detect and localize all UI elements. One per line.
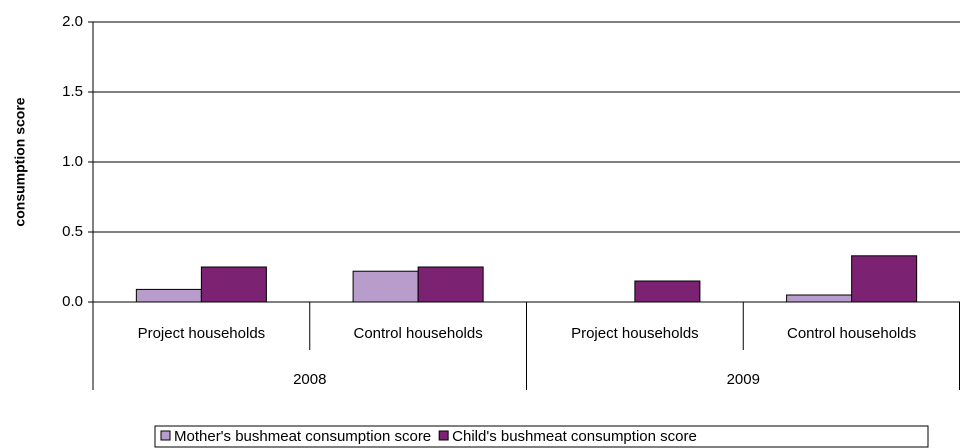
bar [417, 266, 484, 303]
bar [634, 280, 701, 303]
legend-swatch [438, 430, 449, 441]
legend-label: Mother's bushmeat consumption score [174, 428, 431, 445]
bar [352, 270, 419, 303]
bar [135, 288, 202, 303]
legend-label: Child's bushmeat consumption score [452, 428, 697, 445]
y-tick-label: 1.0 [62, 153, 83, 170]
group-label: 2009 [727, 371, 760, 388]
y-tick-label: 0.5 [62, 223, 83, 240]
x-tick-label: Project households [138, 325, 266, 342]
legend-swatch [160, 430, 171, 441]
y-tick-label: 0.0 [62, 293, 83, 310]
legend-box [154, 425, 929, 448]
y-axis-label: consumption score [12, 97, 28, 226]
group-label: 2008 [293, 371, 326, 388]
bar [786, 294, 853, 303]
bar [200, 266, 267, 303]
x-tick-label: Project households [571, 325, 699, 342]
x-tick-label: Control households [787, 325, 916, 342]
bar [851, 255, 918, 303]
y-tick-label: 1.5 [62, 83, 83, 100]
y-tick-label: 2.0 [62, 13, 83, 30]
x-tick-label: Control households [353, 325, 482, 342]
